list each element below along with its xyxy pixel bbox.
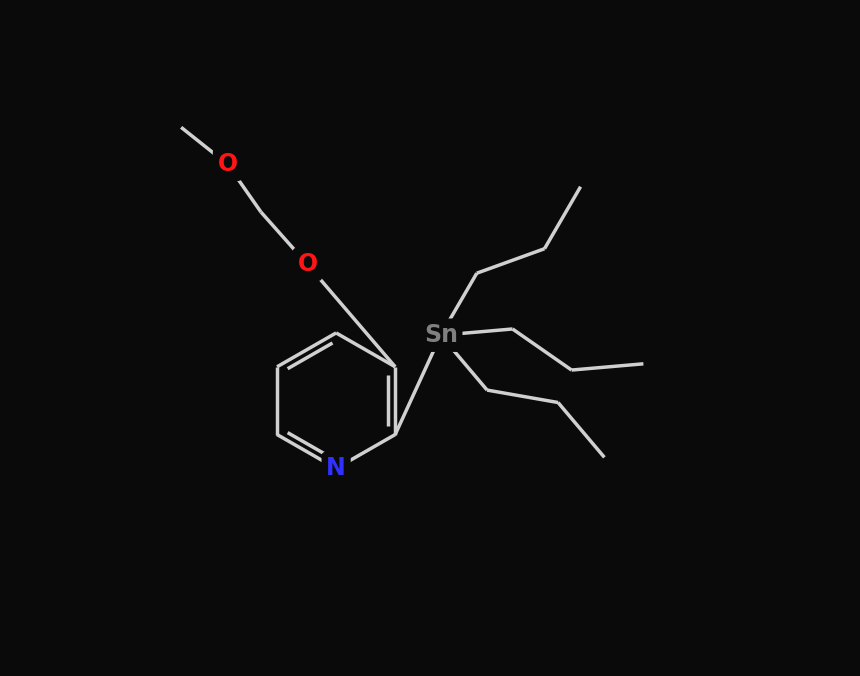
Text: Sn: Sn — [424, 323, 458, 347]
Text: N: N — [326, 456, 346, 481]
Text: O: O — [218, 152, 237, 176]
Text: O: O — [298, 252, 317, 276]
